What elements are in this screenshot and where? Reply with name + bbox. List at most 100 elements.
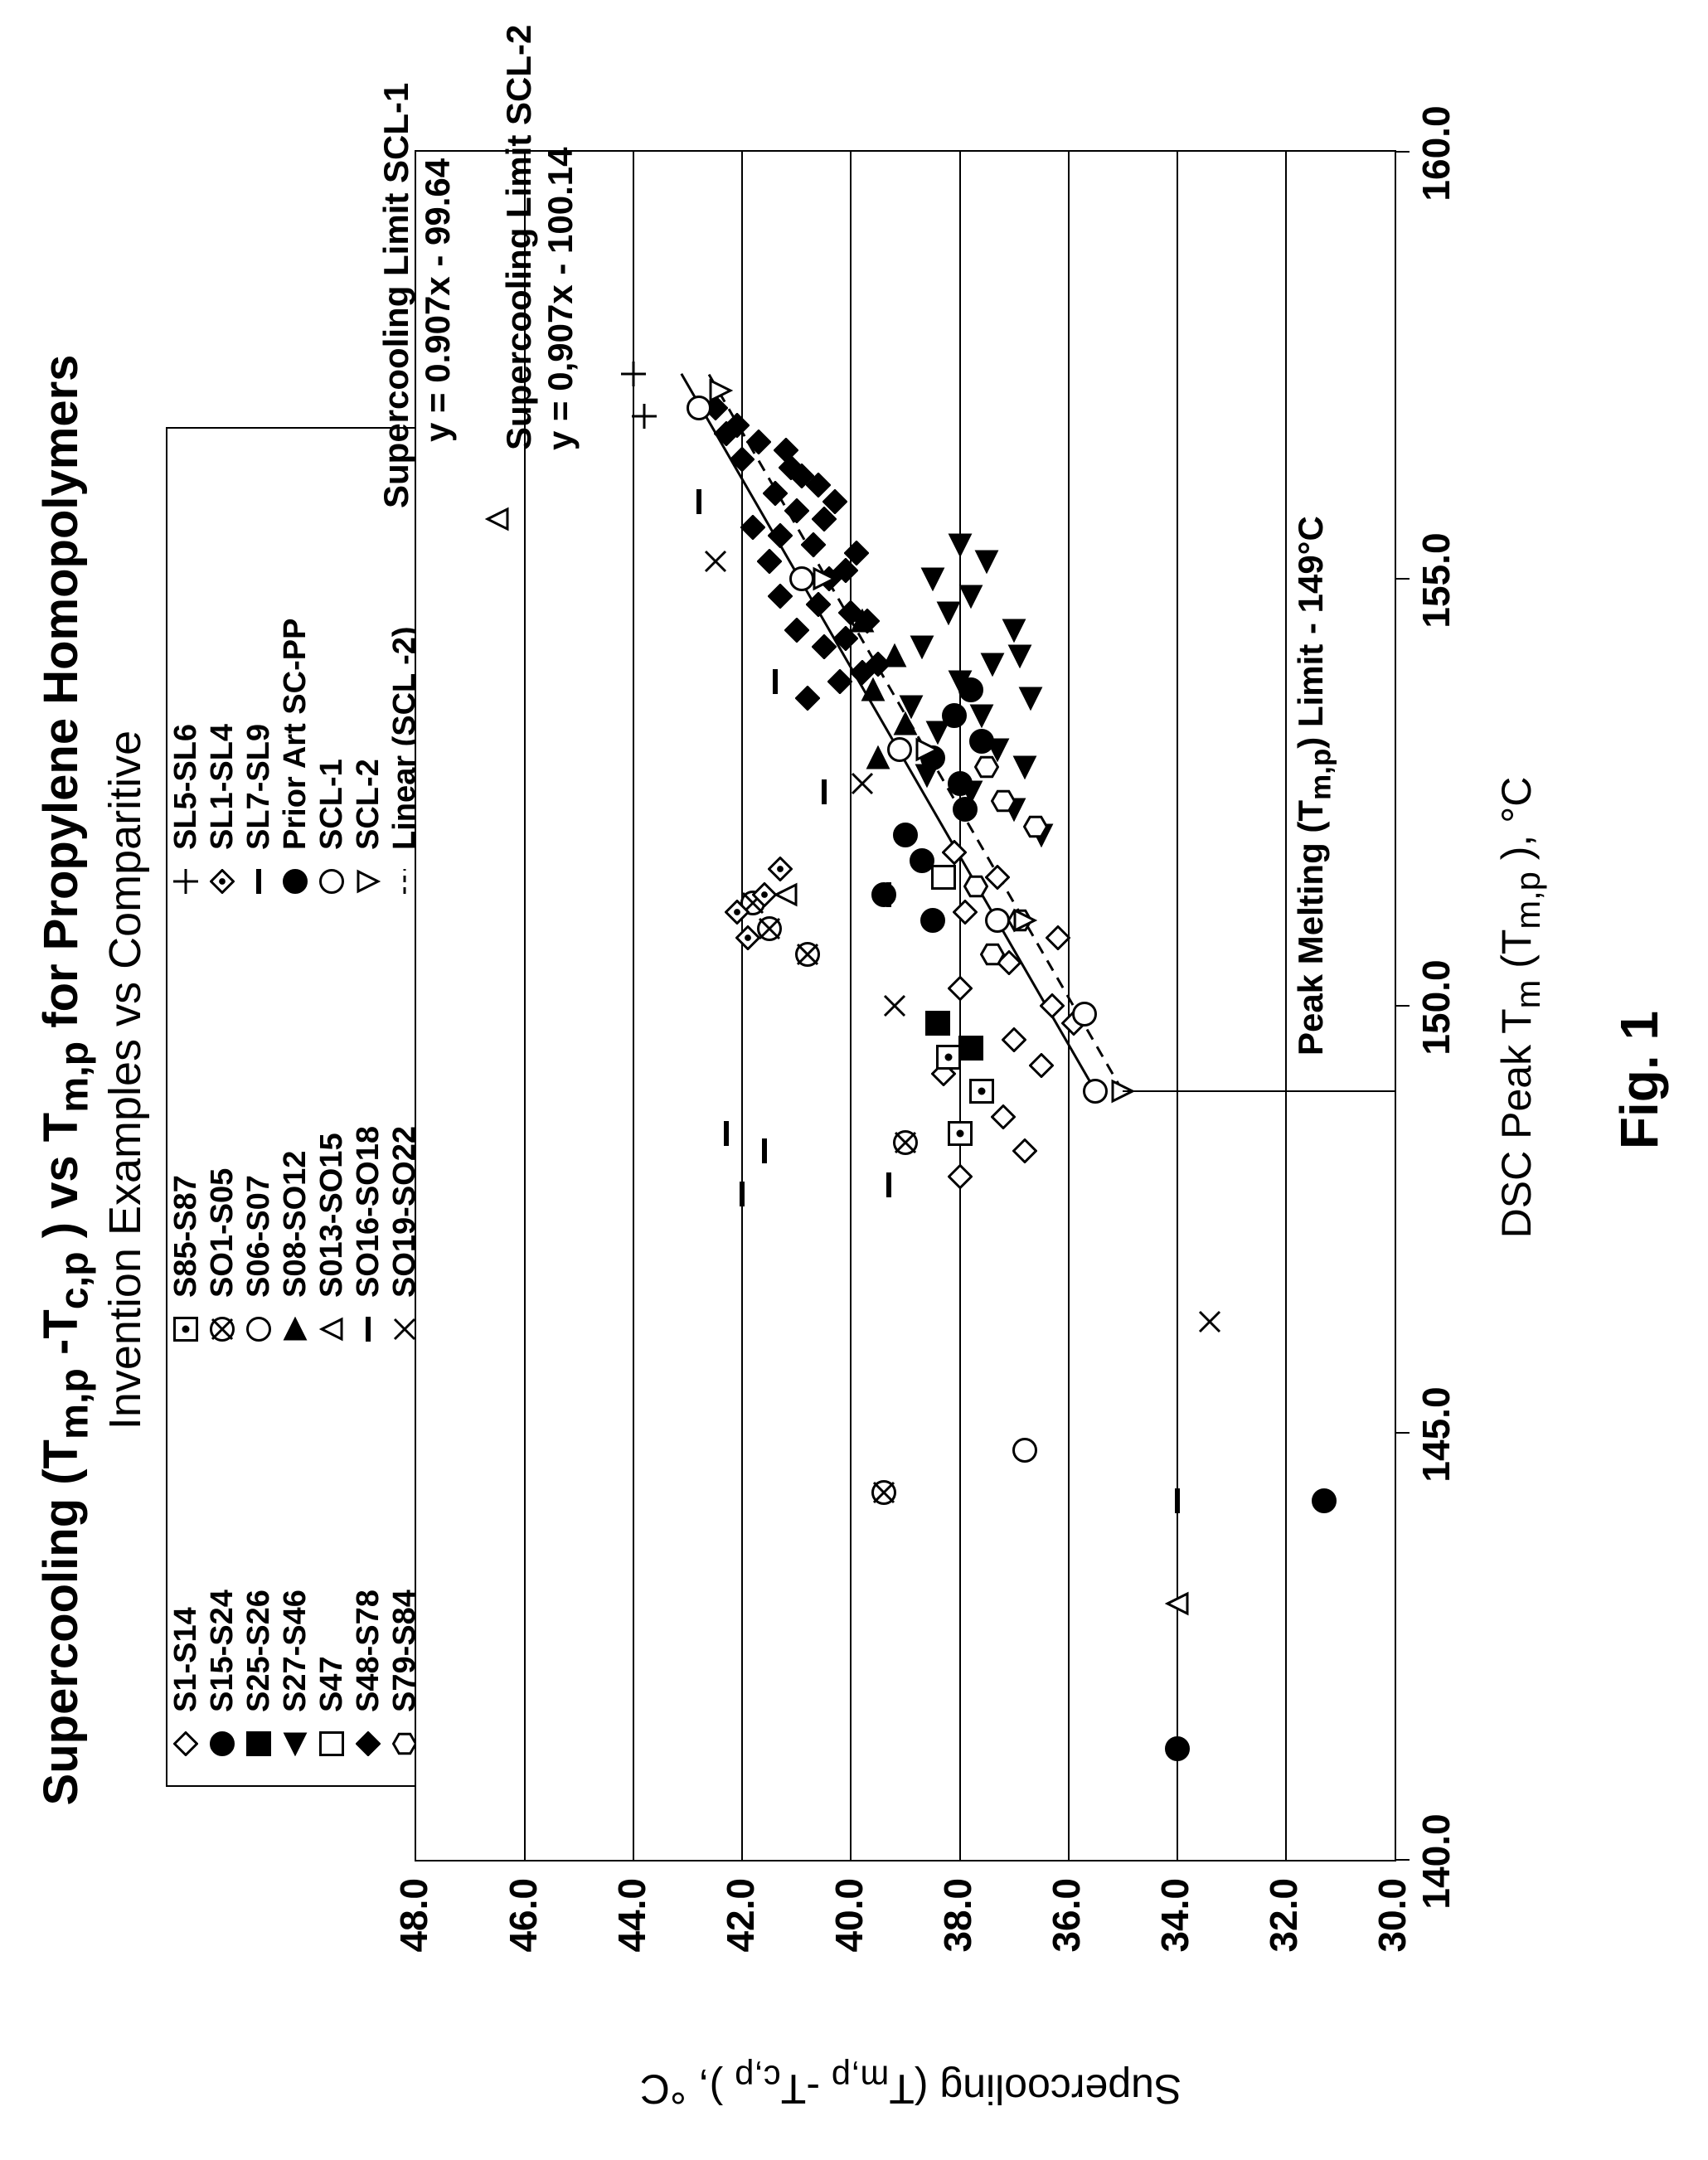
data-point xyxy=(963,874,988,899)
annotation: Peak Melting (Tm,p) Limit - 149°C xyxy=(1291,516,1337,1056)
legend-swatch xyxy=(246,1304,271,1354)
legend-column: S85-S87SO1-S05S06-S07S08-SO12S013-SO15SO… xyxy=(167,923,421,1354)
legend-item: SCL-2 xyxy=(350,442,386,906)
data-point xyxy=(795,942,820,967)
legend-swatch xyxy=(392,1719,417,1769)
chart-title-main: Supercooling (Tm,p -Tc,p ) vs Tm,p for P… xyxy=(33,0,98,2160)
legend-item: S48-S78 xyxy=(350,1371,386,1769)
legend-swatch xyxy=(210,1304,235,1354)
data-point xyxy=(1165,1736,1190,1761)
data-point xyxy=(801,532,826,557)
y-tick-label: 40.0 xyxy=(827,1878,871,1953)
legend-label: SL5-SL6 xyxy=(168,724,204,850)
legend-swatch xyxy=(356,857,381,906)
data-point xyxy=(806,473,831,498)
data-point xyxy=(1012,755,1037,779)
data-point xyxy=(730,1182,755,1206)
legend-label: S1-S14 xyxy=(168,1607,204,1712)
data-point xyxy=(931,866,956,891)
data-point xyxy=(714,1122,739,1147)
data-point xyxy=(1046,925,1070,950)
data-point xyxy=(861,677,886,702)
data-point xyxy=(974,549,999,574)
data-point xyxy=(779,455,803,480)
grid-line-y xyxy=(741,152,743,1860)
legend-label: S25-S26 xyxy=(241,1590,277,1712)
legend-swatch xyxy=(173,1719,198,1769)
data-point xyxy=(958,584,983,609)
y-tick-label: 34.0 xyxy=(1152,1878,1197,1953)
data-point xyxy=(948,976,973,1001)
x-tick-label: 160.0 xyxy=(1414,95,1458,211)
data-point xyxy=(893,1130,918,1155)
data-point xyxy=(1197,1309,1222,1334)
legend-label: S85-S87 xyxy=(168,1175,204,1298)
data-point xyxy=(1023,814,1048,839)
legend-item: SO16-SO18 xyxy=(350,923,386,1354)
data-point xyxy=(991,1104,1016,1129)
data-point xyxy=(774,882,798,907)
data-point xyxy=(882,993,907,1018)
data-point xyxy=(784,618,809,643)
data-point xyxy=(485,507,510,532)
data-point xyxy=(882,643,907,668)
data-point xyxy=(725,413,750,438)
data-point xyxy=(969,1079,994,1104)
legend-swatch xyxy=(173,857,198,906)
y-tick-label: 42.0 xyxy=(718,1878,763,1953)
data-point xyxy=(735,925,760,950)
data-point xyxy=(876,882,901,907)
legend-item: Prior Art SC-PP xyxy=(277,442,313,906)
data-point xyxy=(887,737,912,762)
legend-swatch xyxy=(283,1304,308,1354)
data-point xyxy=(768,857,793,881)
legend-label: S48-S78 xyxy=(351,1590,386,1712)
legend-swatch xyxy=(283,1719,308,1769)
y-tick-label: 48.0 xyxy=(391,1878,436,1953)
data-point xyxy=(925,1011,950,1036)
data-point xyxy=(948,1164,973,1189)
trendline xyxy=(682,374,1095,1091)
data-point xyxy=(763,669,788,694)
data-point xyxy=(876,1172,901,1197)
x-tick-mark xyxy=(1395,1005,1410,1007)
data-point xyxy=(985,908,1010,933)
data-point xyxy=(1002,1027,1026,1052)
data-point xyxy=(936,1045,961,1070)
data-point xyxy=(991,789,1016,813)
legend-swatch xyxy=(356,1304,381,1354)
legend-label: SCL-1 xyxy=(314,759,350,850)
legend-label: SL7-SL9 xyxy=(241,724,277,850)
data-point xyxy=(833,558,858,583)
data-point xyxy=(969,703,994,728)
data-point xyxy=(757,549,782,574)
legend-label: SO1-S05 xyxy=(205,1168,240,1298)
data-point xyxy=(806,592,831,617)
data-point xyxy=(948,669,973,694)
data-point xyxy=(746,430,771,454)
grid-line-y xyxy=(1285,152,1287,1860)
data-point xyxy=(958,780,983,805)
legend-item: S15-S24 xyxy=(204,1371,240,1769)
legend-item: SCL-1 xyxy=(313,442,350,906)
data-point xyxy=(1012,1438,1037,1463)
data-point xyxy=(850,609,875,634)
legend-item: S25-S26 xyxy=(240,1371,277,1769)
data-point xyxy=(948,1122,973,1147)
data-point xyxy=(871,1480,896,1505)
data-point xyxy=(1012,1138,1037,1163)
data-point xyxy=(757,916,782,941)
plot-area: Supercooling Limit SCL-1y = 0.907x - 99.… xyxy=(415,150,1396,1861)
data-point xyxy=(752,882,777,907)
data-point xyxy=(1083,1079,1108,1104)
data-point xyxy=(703,549,728,574)
data-point xyxy=(795,686,820,711)
y-tick-label: 38.0 xyxy=(935,1878,980,1953)
data-point xyxy=(980,652,1005,677)
legend-item: S85-S87 xyxy=(167,923,204,1354)
legend-swatch xyxy=(392,857,417,906)
annotation: Supercooling Limit SCL-2 xyxy=(499,25,539,450)
x-tick-mark xyxy=(1395,151,1410,153)
data-point xyxy=(763,481,788,506)
legend-swatch xyxy=(319,857,344,906)
